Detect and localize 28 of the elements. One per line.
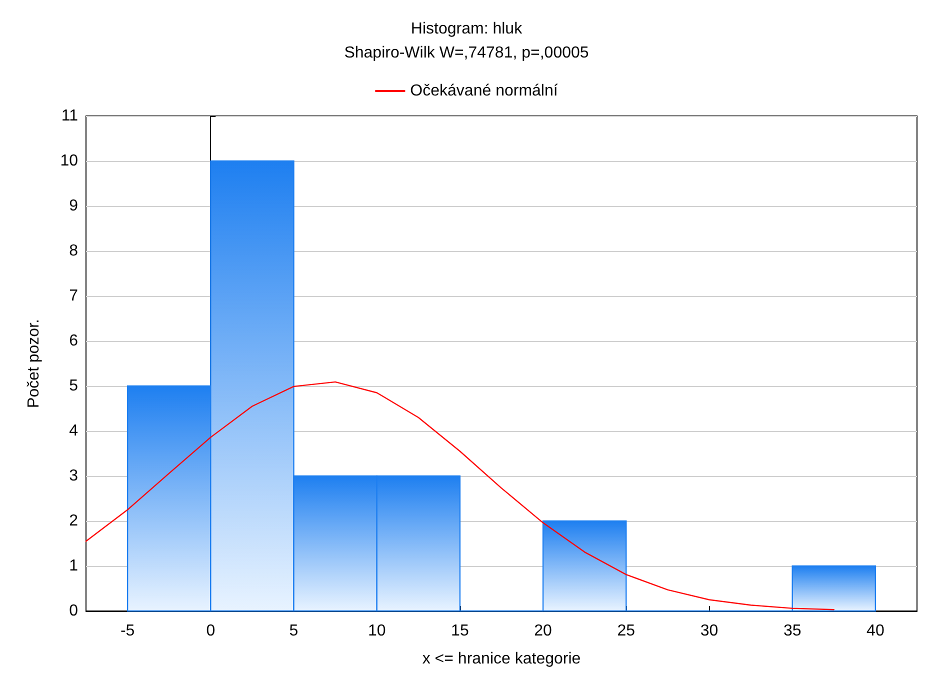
y-tick-label: 6 xyxy=(69,332,78,350)
x-tick-label: 0 xyxy=(206,622,216,640)
x-tick-label: 40 xyxy=(866,622,884,640)
y-tick-label: 2 xyxy=(69,512,78,530)
line-series xyxy=(85,381,834,610)
y-tick-label: 7 xyxy=(69,288,78,304)
x-tick-label: 10 xyxy=(368,622,386,640)
y-tick-label: 4 xyxy=(69,422,78,440)
x-tick-label: 30 xyxy=(700,622,718,640)
x-tick-label: 20 xyxy=(534,622,552,640)
legend-label: Očekávané normální xyxy=(410,82,558,100)
chart-subtitle: Shapiro-Wilk W=,74781, p=,00005 xyxy=(344,44,589,62)
x-axis-title: x <= hranice kategorie xyxy=(422,650,581,668)
y-tick-label: 8 xyxy=(69,242,78,260)
x-tick-label: 25 xyxy=(617,622,636,640)
y-tick-label: 1 xyxy=(69,558,78,574)
y-tick-label: 10 xyxy=(60,152,78,170)
x-tick-label: 5 xyxy=(289,622,298,640)
y-tick-label: 11 xyxy=(61,108,78,124)
x-tick-label: 35 xyxy=(783,622,802,640)
y-tick-label: 3 xyxy=(69,468,78,484)
y-axis-title: Počet pozor. xyxy=(26,319,42,408)
y-tick-label: 0 xyxy=(69,602,78,620)
x-tick-label: -5 xyxy=(120,622,135,640)
x-tick-label: 15 xyxy=(451,622,469,640)
y-tick-label: 9 xyxy=(69,198,78,214)
y-tick-label: 5 xyxy=(69,378,78,394)
chart-title: Histogram: hluk xyxy=(410,20,524,38)
